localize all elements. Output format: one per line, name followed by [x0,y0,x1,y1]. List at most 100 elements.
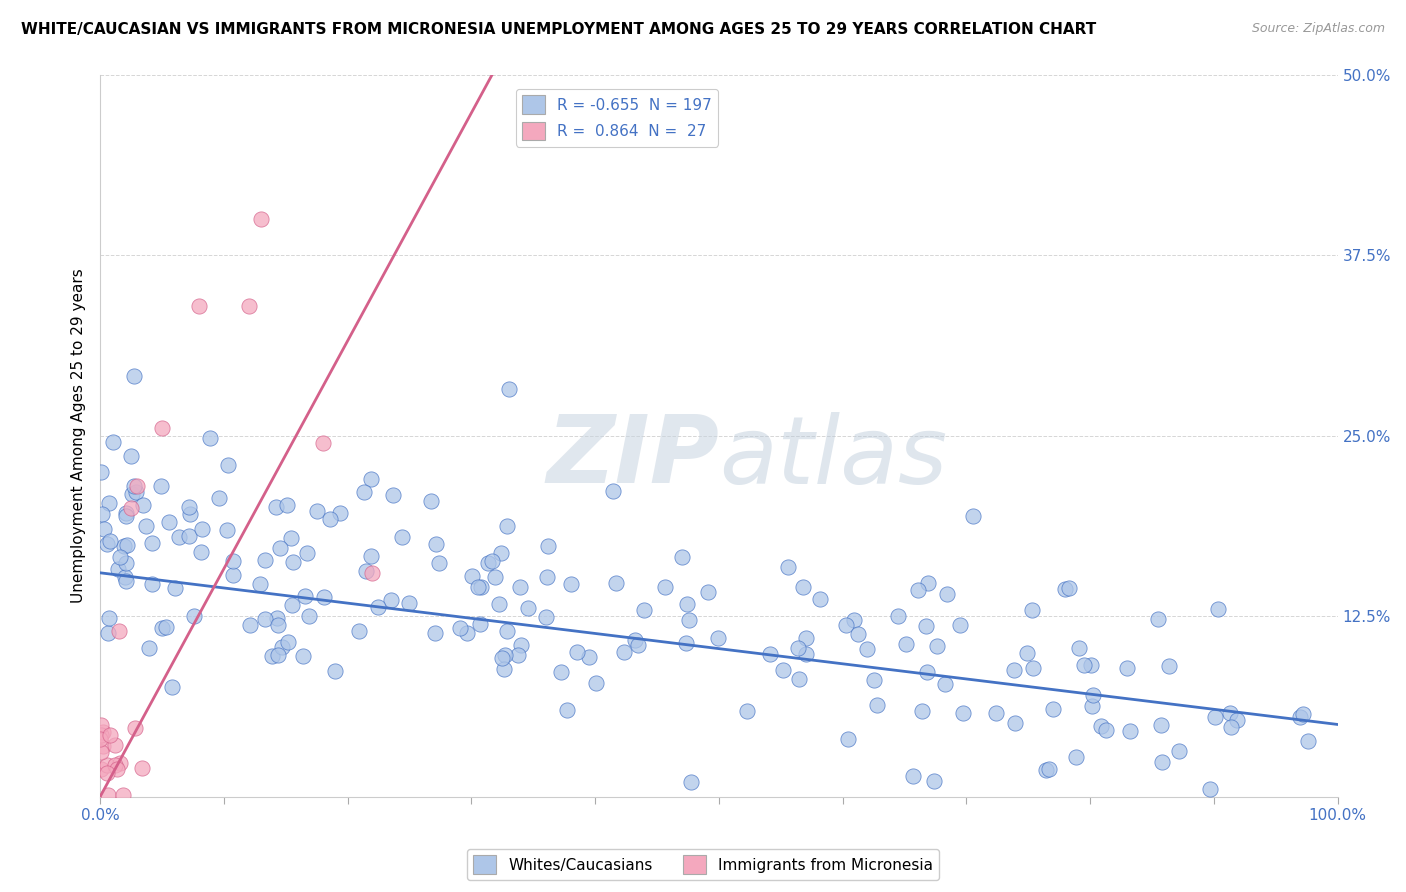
Point [449,621,471,635]
Point [112,539,135,553]
Point [835,617,858,632]
Point [427,557,450,571]
Point [155,619,177,633]
Point [191,522,214,536]
Point [297,609,319,624]
Point [323,664,346,678]
Point [1015,646,1038,660]
Point [115,538,138,552]
Point [863,673,886,687]
Point [266,610,288,624]
Point [107,624,129,638]
Point [936,587,959,601]
Point [127,479,149,493]
Point [492,662,515,676]
Point [470,580,492,594]
Point [98,728,121,742]
Point [280,532,302,546]
Point [489,546,512,560]
Point [1152,755,1174,769]
Point [150,621,173,635]
Point [498,382,520,396]
Point [269,541,291,555]
Point [122,479,145,493]
Point [934,677,956,691]
Point [314,590,336,604]
Point [361,566,384,580]
Point [1081,699,1104,714]
Point [132,499,155,513]
Point [927,639,949,653]
Point [915,665,938,680]
Point [484,570,506,584]
Point [1168,744,1191,758]
Point [150,479,173,493]
Point [602,484,624,499]
Point [1296,734,1319,748]
Point [177,529,200,543]
Text: Source: ZipAtlas.com: Source: ZipAtlas.com [1251,22,1385,36]
Point [108,550,131,565]
Text: WHITE/CAUCASIAN VS IMMIGRANTS FROM MICRONESIA UNEMPLOYMENT AMONG AGES 25 TO 29 Y: WHITE/CAUCASIAN VS IMMIGRANTS FROM MICRO… [21,22,1097,37]
Point [217,523,239,537]
Point [1064,749,1087,764]
Point [420,493,443,508]
Point [131,761,153,775]
Point [157,515,180,529]
Legend: Whites/Caucasians, Immigrants from Micronesia: Whites/Caucasians, Immigrants from Micro… [467,849,939,880]
Point [380,593,402,607]
Point [1080,658,1102,673]
Point [1147,612,1170,626]
Point [115,574,138,588]
Point [461,569,484,583]
Point [494,648,516,663]
Point [1022,661,1045,675]
Point [550,665,572,680]
Point [222,568,245,582]
Point [1053,582,1076,596]
Point [141,536,163,550]
Point [1226,713,1249,727]
Point [360,549,382,563]
Point [1292,707,1315,722]
Point [266,500,288,515]
Point [221,554,243,568]
Point [208,491,231,506]
Point [96,537,118,551]
Point [96,758,118,772]
Point [627,638,650,652]
Point [707,631,730,645]
Point [578,649,600,664]
Point [794,648,817,662]
Point [468,616,491,631]
Point [792,580,814,594]
Point [190,544,212,558]
Point [292,649,315,664]
Point [915,619,938,633]
Point [329,506,352,520]
Point [167,530,190,544]
Point [537,539,560,553]
Point [90,762,112,776]
Point [534,609,557,624]
Point [778,560,800,574]
Point [305,504,328,518]
Point [917,576,939,591]
Point [516,600,538,615]
Point [281,555,304,569]
Point [124,369,146,384]
Point [111,788,134,802]
Point [1206,602,1229,616]
Point [354,564,377,578]
Point [555,703,578,717]
Point [808,592,831,607]
Point [481,554,503,568]
Point [150,421,173,435]
Point [141,577,163,591]
Point [398,595,420,609]
Point [1035,763,1057,777]
Point [654,580,676,594]
Point [491,651,513,665]
Text: ZIP: ZIP [546,411,718,503]
Point [93,522,115,536]
